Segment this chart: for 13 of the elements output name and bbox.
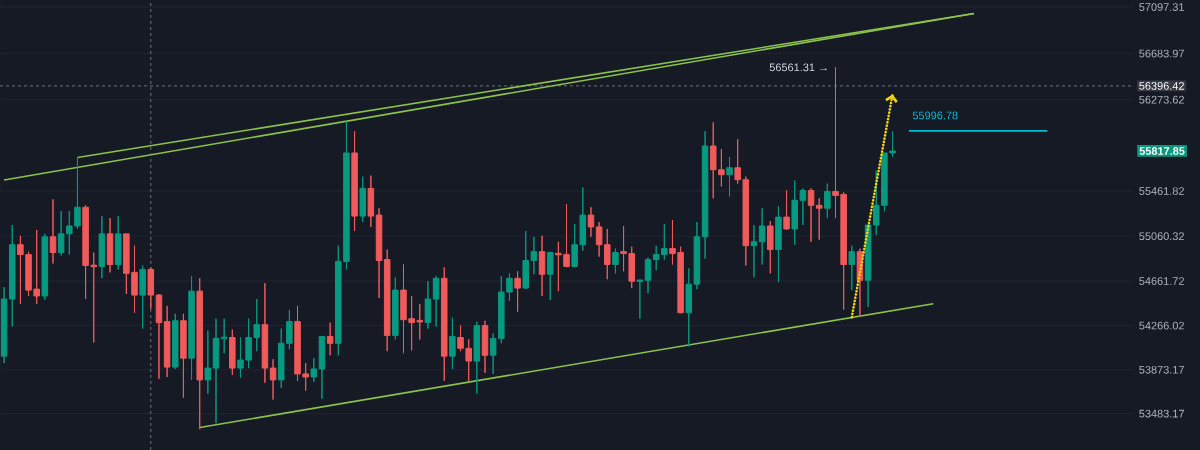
y-tick-label: 53483.17 [1139,409,1184,418]
y-tick-label: 54266.02 [1139,321,1184,330]
y-tick-label: 54661.72 [1139,277,1184,285]
y-tick-label: 57097.31 [1139,3,1184,11]
y-tick-label: 56683.97 [1139,49,1184,58]
y-tick-label: 55461.82 [1139,187,1184,195]
series-label: 55996.78 [912,111,958,120]
ref-line-label: 56396.42 [1139,82,1184,90]
text: 55817.85 [1139,147,1185,155]
y-tick-label: 55060.32 [1139,232,1184,241]
y-tick-label: 53873.17 [1139,365,1184,374]
annotation: 56561.31 → [769,63,827,72]
y-tick-label: 56273.62 [1139,95,1184,104]
